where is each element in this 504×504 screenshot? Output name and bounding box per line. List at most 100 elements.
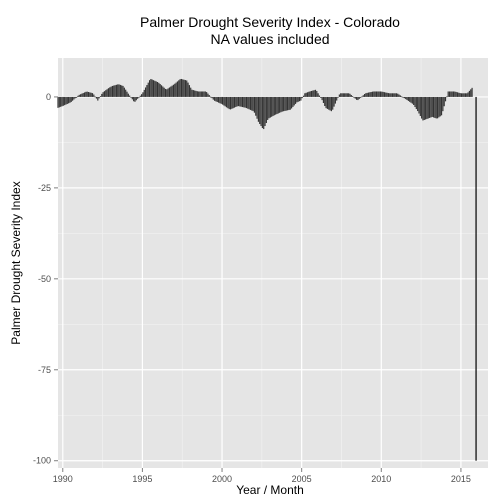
bar [184, 80, 186, 97]
bar [72, 96, 74, 101]
bar [94, 96, 96, 98]
bar [296, 96, 298, 103]
bar [78, 94, 80, 97]
bar [290, 96, 293, 109]
bar [292, 96, 294, 107]
bar [73, 96, 75, 100]
x-tick-label: 2010 [371, 474, 391, 484]
bar [255, 96, 257, 116]
bar [328, 96, 330, 110]
bar [357, 96, 359, 101]
bar [332, 96, 334, 110]
bar [164, 88, 167, 97]
x-axis-ticks: 1990 1995 2000 2005 2010 2015 [53, 468, 471, 484]
bar [264, 96, 266, 127]
bar [130, 96, 132, 98]
bar [137, 96, 139, 99]
bar [79, 94, 82, 97]
bar [162, 86, 164, 97]
bar [341, 93, 343, 97]
bar [316, 91, 318, 97]
bar [438, 96, 440, 118]
bar [297, 96, 299, 102]
bar [64, 96, 66, 106]
bar [237, 96, 240, 107]
bar [285, 96, 287, 111]
bar [471, 87, 473, 97]
bar [60, 96, 62, 107]
bar [415, 96, 417, 110]
bar [448, 91, 451, 97]
bar [191, 89, 193, 97]
bar [383, 92, 386, 97]
bar [458, 92, 460, 97]
bar [446, 96, 448, 98]
bar [334, 96, 336, 104]
bar [374, 91, 376, 97]
grid-minor [58, 58, 488, 468]
bar [210, 96, 212, 98]
bar [115, 84, 117, 97]
bar [300, 96, 302, 101]
y-tick-label: 0 [46, 92, 51, 102]
bar [410, 96, 412, 103]
bar [466, 93, 468, 97]
bar [333, 96, 335, 107]
bar [284, 96, 286, 111]
bar [243, 96, 245, 108]
bar [228, 96, 230, 110]
bar [122, 85, 124, 97]
bar [289, 96, 291, 110]
bar [279, 96, 281, 113]
bar [146, 85, 148, 97]
bar [207, 93, 209, 97]
bar [414, 96, 416, 108]
bar [298, 96, 301, 102]
bar [435, 96, 437, 119]
bar [259, 96, 261, 125]
bar [171, 85, 173, 97]
bar [353, 96, 355, 98]
bar [134, 96, 136, 102]
bar [294, 96, 297, 104]
bar [123, 87, 125, 97]
bar [179, 79, 181, 97]
bar [409, 96, 411, 102]
bar [65, 96, 67, 105]
bar [196, 91, 198, 97]
bar [390, 93, 392, 97]
bar [143, 89, 145, 97]
bar [119, 84, 121, 97]
bar [320, 96, 322, 98]
bar [102, 92, 104, 97]
bar [114, 85, 116, 97]
bar [330, 96, 332, 112]
bar [135, 96, 137, 101]
bar [206, 92, 208, 97]
bar [373, 91, 375, 97]
bar [267, 96, 269, 120]
bar [221, 96, 224, 105]
bar [105, 90, 107, 97]
bar [367, 92, 370, 97]
bar [436, 96, 439, 119]
bar [427, 96, 429, 119]
bar [98, 96, 100, 99]
bar [117, 84, 119, 97]
bar [391, 93, 394, 97]
bar [440, 96, 443, 116]
bar [329, 96, 331, 111]
bar [247, 96, 249, 109]
bar [174, 83, 176, 97]
bar [168, 87, 171, 97]
bar [338, 94, 340, 97]
bar [82, 93, 84, 97]
bar [251, 96, 253, 111]
bar [194, 90, 196, 97]
bar [150, 78, 152, 97]
bar [176, 81, 179, 97]
bar [156, 82, 159, 97]
bar [198, 91, 200, 97]
